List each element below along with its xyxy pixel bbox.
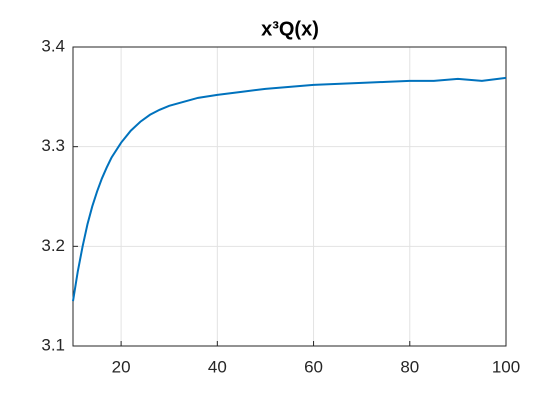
y-tick-label: 3.1	[41, 335, 65, 354]
y-tick-label: 3.2	[41, 236, 65, 255]
y-tick-label: 3.4	[41, 36, 65, 55]
x-tick-label: 40	[208, 357, 227, 376]
x-tick-label: 20	[112, 357, 131, 376]
x-tick-label: 100	[492, 357, 520, 376]
chart-title: x³Q(x)	[261, 18, 319, 40]
x-tick-label: 60	[304, 357, 323, 376]
y-tick-label: 3.3	[41, 136, 65, 155]
axes-box	[72, 46, 507, 347]
data-line	[72, 76, 507, 302]
x-tick-label: 80	[400, 357, 419, 376]
